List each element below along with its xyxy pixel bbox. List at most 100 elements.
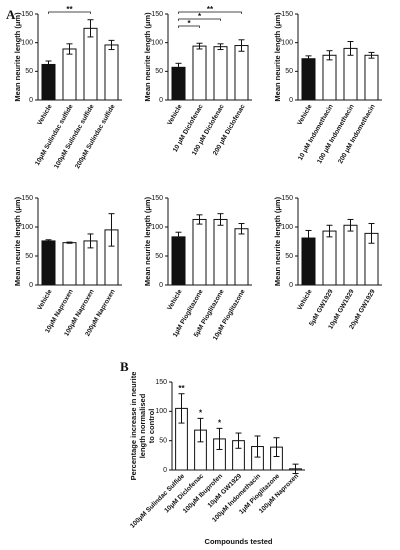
error-bar — [235, 432, 242, 449]
y-tick-label: 0 — [289, 282, 293, 289]
bar — [322, 54, 337, 101]
x-tick-label: Vehicle — [296, 103, 314, 126]
error-bar — [108, 39, 115, 51]
significance: ** — [207, 5, 214, 14]
y-tick-label: 100 — [151, 40, 163, 47]
y-tick-label: 0 — [289, 97, 293, 104]
y-tick-label: 50 — [285, 253, 293, 260]
x-tick-label: 10μM Sulindac sulfide — [34, 103, 75, 167]
x-tick-label: 200 μM Indomethacin — [337, 103, 377, 165]
y-tick-label: 50 — [25, 253, 33, 260]
y-tick-label: 50 — [25, 68, 33, 75]
y-tick-label: 0 — [163, 467, 167, 474]
x-tick-label: Vehicle — [36, 288, 54, 311]
error-bar — [238, 39, 245, 52]
y-tick-label: 100 — [21, 224, 33, 231]
significance-bracket — [178, 25, 200, 28]
y-tick-label: 100 — [281, 224, 293, 231]
bar — [234, 228, 249, 286]
significance-bracket — [48, 11, 91, 14]
significance-bracket — [178, 11, 242, 14]
bar — [41, 63, 56, 101]
y-tick-label: 100 — [281, 40, 293, 47]
error-bar — [175, 231, 182, 242]
error-bar — [347, 218, 354, 232]
y-tick-label: 150 — [281, 11, 293, 18]
bar — [364, 54, 379, 101]
y-tick-label: 150 — [151, 195, 163, 202]
error-bar — [196, 42, 203, 50]
x-tick-label: 100μM Sulindac sulfide — [53, 103, 96, 170]
y-tick-label: 150 — [21, 11, 33, 18]
y-tick-label: 100 — [151, 224, 163, 231]
bar — [192, 218, 207, 286]
significance: * — [199, 408, 203, 417]
bar — [62, 48, 77, 101]
error-bar — [196, 214, 203, 225]
bar — [41, 240, 56, 286]
error-bar — [326, 224, 333, 238]
error-bar — [216, 427, 223, 450]
bar — [62, 242, 77, 286]
error-bar — [217, 213, 224, 226]
significance: * — [187, 19, 191, 28]
x-tick-label: 200μM Sulindac sulfide — [74, 103, 117, 170]
x-tick-label: Vehicle — [296, 288, 314, 311]
y-axis-label: to control — [147, 409, 156, 444]
y-axis-label: Mean neurite length (μm) — [143, 196, 152, 286]
x-tick-label: Vehicle — [166, 103, 184, 126]
bar — [104, 44, 119, 101]
error-bar — [305, 55, 312, 63]
error-bar — [368, 223, 375, 244]
error-bar — [217, 43, 224, 51]
y-tick-label: 100 — [21, 40, 33, 47]
error-bar — [87, 233, 94, 249]
error-bar — [45, 60, 52, 69]
y-tick-label: 150 — [151, 11, 163, 18]
x-tick-label: Vehicle — [36, 103, 54, 126]
y-tick-label: 150 — [281, 195, 293, 202]
y-axis-label: Percentage increase in neurite — [129, 372, 138, 481]
error-bar — [254, 435, 261, 458]
y-tick-label: 150 — [21, 195, 33, 202]
bar — [213, 46, 228, 101]
error-bar — [197, 417, 204, 443]
bar — [83, 27, 98, 101]
y-axis-label: Mean neurite length (μm) — [273, 196, 282, 286]
error-bar — [66, 241, 73, 244]
error-bar — [66, 43, 73, 55]
y-axis-label: Mean neurite length (μm) — [143, 12, 152, 102]
y-tick-label: 100 — [155, 408, 167, 415]
error-bar — [238, 223, 245, 235]
error-bar — [347, 41, 354, 56]
bar — [343, 224, 358, 286]
y-tick-label: 0 — [159, 282, 163, 289]
error-bar — [178, 393, 185, 424]
y-axis-label: Mean neurite length (μm) — [273, 12, 282, 102]
y-tick-label: 50 — [155, 68, 163, 75]
bar — [171, 236, 186, 286]
y-axis-label: Mean neurite length (μm) — [13, 196, 22, 286]
significance: ** — [66, 5, 73, 14]
y-tick-label: 0 — [159, 97, 163, 104]
y-tick-label: 50 — [285, 68, 293, 75]
y-axis-label: length normalised — [138, 393, 147, 458]
error-bar — [305, 229, 312, 247]
significance-bracket — [178, 18, 221, 21]
y-tick-label: 0 — [29, 97, 33, 104]
error-bar — [175, 62, 182, 72]
error-bar — [326, 50, 333, 61]
y-tick-label: 0 — [29, 282, 33, 289]
significance: * — [198, 12, 202, 21]
error-bar — [368, 51, 375, 59]
significance: * — [218, 418, 222, 427]
y-tick-label: 50 — [159, 438, 167, 445]
x-axis-label: Compounds tested — [205, 537, 273, 546]
error-bar — [87, 19, 94, 38]
significance: ** — [178, 384, 185, 393]
error-bar — [292, 463, 299, 475]
y-axis-label: Mean neurite length (μm) — [13, 12, 22, 102]
bar — [322, 230, 337, 286]
x-tick-label: Vehicle — [166, 288, 184, 311]
